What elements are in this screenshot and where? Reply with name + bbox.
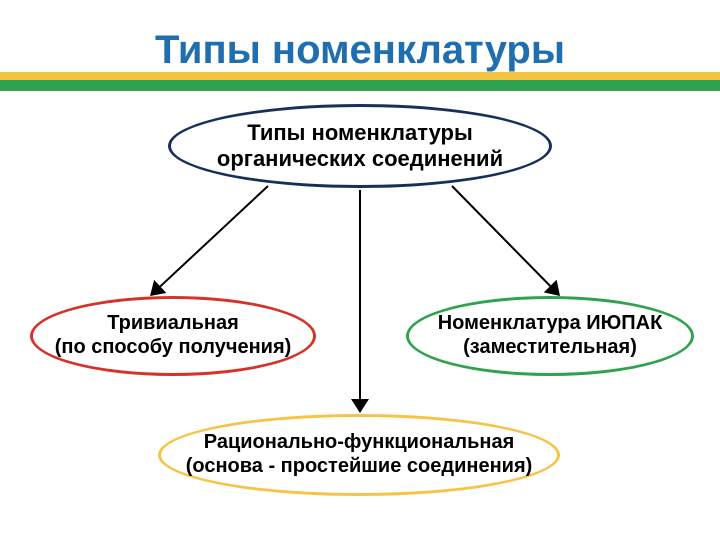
- stripe-green: [0, 80, 720, 91]
- node-bottom-line2: (основа - простейшие соединения): [186, 455, 533, 479]
- node-bottom: Рационально-функциональная (основа - про…: [158, 414, 560, 496]
- stripe-yellow: [0, 72, 720, 80]
- node-right-line2: (заместительная): [438, 336, 663, 360]
- node-bottom-line1: Рационально-функциональная: [186, 431, 533, 455]
- node-top-line2: органических соединений: [217, 146, 503, 172]
- title-underline: [0, 72, 720, 91]
- page-title: Типы номенклатуры: [0, 28, 720, 73]
- slide: Типы номенклатуры Типы номенклатуры орга…: [0, 0, 720, 540]
- node-top: Типы номенклатуры органических соединени…: [168, 104, 552, 188]
- node-left: Тривиальная (по способу получения): [30, 296, 316, 376]
- title-bar: Типы номенклатуры: [0, 18, 720, 73]
- node-right-line1: Номенклатура ИЮПАК: [438, 312, 663, 336]
- node-left-line1: Тривиальная: [55, 312, 292, 336]
- node-top-line1: Типы номенклатуры: [217, 120, 503, 146]
- node-left-line2: (по способу получения): [55, 336, 292, 360]
- node-right: Номенклатура ИЮПАК (заместительная): [406, 296, 694, 376]
